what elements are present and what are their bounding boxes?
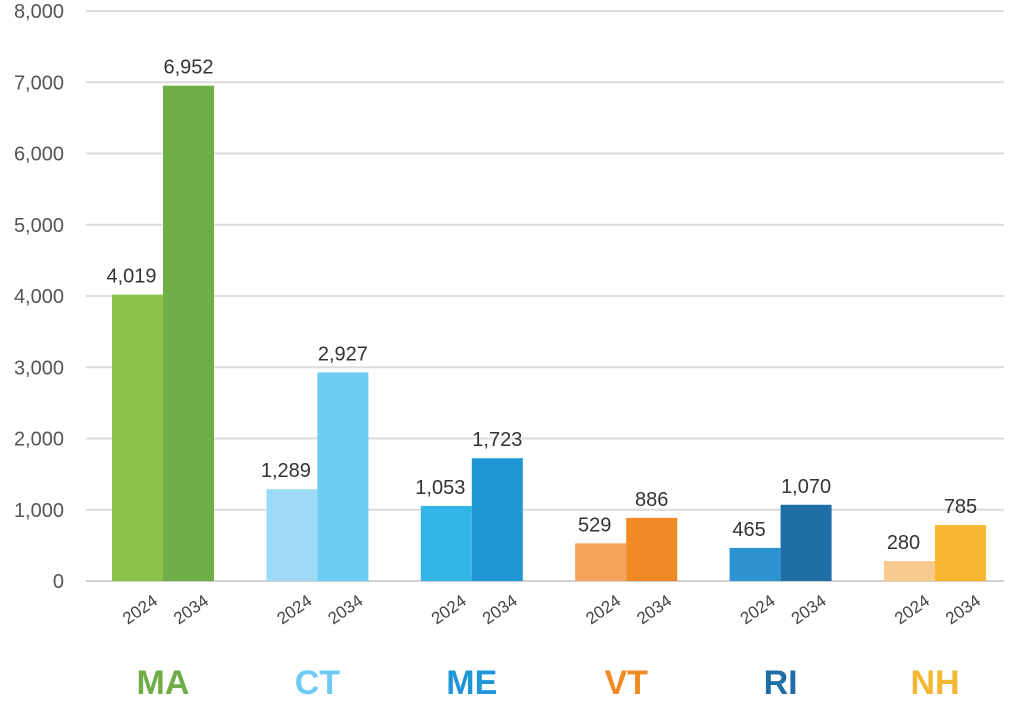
y-tick-label: 3,000 <box>14 357 64 379</box>
data-label: 1,723 <box>472 429 522 451</box>
data-label: 1,289 <box>261 460 311 482</box>
bar-group-vt <box>575 517 678 581</box>
data-label: 1,070 <box>781 476 831 498</box>
state-label-me: ME <box>446 664 497 702</box>
year-tick-label: 2034 <box>788 591 830 628</box>
bar-group-ma <box>112 85 214 582</box>
bar-group-nh <box>884 525 986 581</box>
bar-ma-2034 <box>163 85 214 582</box>
year-tick-label: 2024 <box>582 591 624 628</box>
y-tick-label: 0 <box>53 571 64 593</box>
bars <box>112 85 986 582</box>
data-label: 1,053 <box>415 477 465 499</box>
year-tick-label: 2024 <box>891 591 933 628</box>
year-tick-label: 2024 <box>119 591 161 628</box>
state-label-nh: NH <box>910 664 959 702</box>
year-tick-label: 2034 <box>942 591 984 628</box>
bar-vt-2024 <box>575 543 627 581</box>
y-tick-label: 4,000 <box>14 286 64 308</box>
data-label: 280 <box>887 532 920 554</box>
y-tick-label: 6,000 <box>14 144 64 166</box>
y-tick-label: 7,000 <box>14 72 64 94</box>
data-label: 4,019 <box>106 266 156 288</box>
bar-vt-2034 <box>626 517 678 581</box>
year-tick-label: 2034 <box>633 591 675 628</box>
bar-nh-2024 <box>884 561 935 581</box>
bar-me-2024 <box>420 505 472 581</box>
bar-nh-2034 <box>935 525 986 581</box>
data-label: 6,952 <box>163 57 213 79</box>
y-tick-label: 5,000 <box>14 215 64 237</box>
data-label: 2,927 <box>318 343 368 365</box>
state-label-ma: MA <box>137 664 190 702</box>
year-tick-label: 2034 <box>479 591 521 628</box>
state-label-vt: VT <box>604 664 648 702</box>
data-label: 529 <box>578 514 611 536</box>
data-labels: 4,019 6,952 1,289 2,927 1,053 1,723 529 886 465 1… <box>106 57 977 554</box>
bar-ri-2034 <box>780 504 832 581</box>
y-axis-ticks: 0 1,000 2,000 3,000 4,000 5,000 6,000 7,000 8,00… <box>14 1 64 593</box>
bar-group-ct <box>266 372 369 581</box>
y-tick-label: 1,000 <box>14 500 64 522</box>
state-label-ri: RI <box>764 664 798 702</box>
bar-group-me <box>420 458 523 581</box>
year-tick-label: 2034 <box>325 591 367 628</box>
y-tick-label: 8,000 <box>14 1 64 23</box>
bar-ct-2034 <box>317 372 369 581</box>
year-tick-label: 2034 <box>170 591 212 628</box>
bar-ma-2024 <box>112 294 163 581</box>
bar-group-ri <box>729 504 832 581</box>
year-tick-label: 2024 <box>274 591 316 628</box>
year-tick-label: 2024 <box>737 591 779 628</box>
gridlines <box>86 10 1004 582</box>
data-label: 785 <box>944 496 977 518</box>
bar-ri-2024 <box>729 547 781 581</box>
data-label: 465 <box>732 519 765 541</box>
year-tick-label: 2024 <box>428 591 470 628</box>
y-tick-label: 2,000 <box>14 429 64 451</box>
state-label-ct: CT <box>295 664 341 702</box>
bar-me-2034 <box>471 458 523 581</box>
data-label: 886 <box>635 489 668 511</box>
bar-ct-2024 <box>266 489 318 581</box>
